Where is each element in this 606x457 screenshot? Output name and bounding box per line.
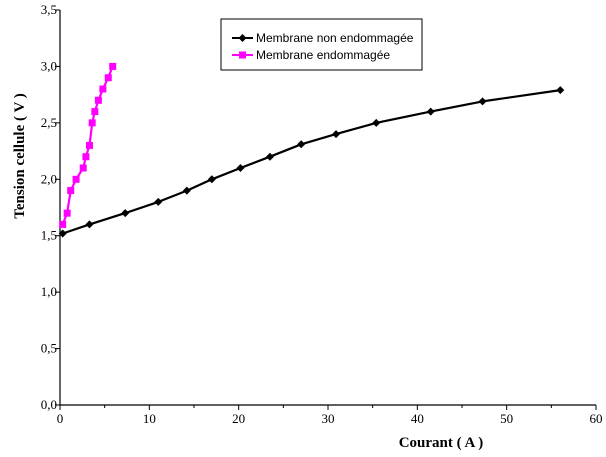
y-tick-label: 0,0 bbox=[41, 397, 57, 412]
legend-label-1: Membrane non endommagée bbox=[256, 31, 414, 45]
plot-area bbox=[60, 10, 596, 405]
data-point-square bbox=[82, 153, 90, 161]
x-ticks: 0 10 20 30 40 50 60 bbox=[57, 405, 603, 426]
data-point-square bbox=[59, 220, 67, 228]
series-line-1 bbox=[62, 89, 561, 235]
data-point-diamond bbox=[372, 118, 381, 127]
data-point-diamond bbox=[58, 229, 67, 238]
data-point-square bbox=[91, 108, 99, 116]
data-point-diamond bbox=[236, 164, 245, 172]
y-ticks: 0,0 0,5 1,0 1,5 2,0 2,5 3,0 3,5 bbox=[41, 2, 60, 412]
y-tick-label: 3,0 bbox=[41, 58, 57, 73]
y-tick-label: 2,5 bbox=[41, 115, 57, 130]
legend: Membrane non endommagée Membrane endomma… bbox=[220, 18, 423, 71]
data-point-diamond bbox=[556, 86, 565, 95]
data-point-square bbox=[85, 141, 93, 149]
x-tick-label: 60 bbox=[590, 411, 603, 426]
y-tick-label: 0,5 bbox=[41, 341, 57, 356]
data-point-diamond bbox=[265, 152, 274, 161]
data-point-square bbox=[72, 175, 80, 183]
y-axis-title: Tension cellule ( V ) bbox=[12, 93, 28, 219]
data-point-diamond bbox=[121, 209, 130, 218]
data-point-square bbox=[63, 209, 71, 217]
data-point-diamond bbox=[207, 175, 216, 184]
legend-marker-square bbox=[239, 51, 246, 59]
data-point-square bbox=[67, 187, 75, 195]
series-layer bbox=[58, 62, 565, 238]
y-tick-label: 1,0 bbox=[41, 284, 57, 299]
data-point-diamond bbox=[85, 220, 94, 229]
x-tick-label: 0 bbox=[57, 411, 64, 426]
x-axis-title: Courant ( A ) bbox=[399, 435, 484, 451]
x-tick-label: 40 bbox=[411, 411, 424, 426]
data-point-square bbox=[104, 74, 112, 82]
x-tick-label: 30 bbox=[322, 411, 335, 426]
data-point-square bbox=[109, 62, 117, 70]
data-point-square bbox=[88, 119, 96, 127]
x-tick-label: 20 bbox=[232, 411, 245, 426]
data-point-diamond bbox=[478, 97, 487, 106]
data-point-square bbox=[99, 85, 107, 93]
data-point-square bbox=[79, 164, 87, 172]
y-tick-label: 3,5 bbox=[41, 2, 57, 17]
data-point-diamond bbox=[297, 140, 306, 149]
y-tick-label: 1,5 bbox=[41, 228, 57, 243]
legend-box bbox=[220, 18, 423, 71]
x-tick-label: 50 bbox=[500, 411, 513, 426]
data-point-square bbox=[94, 96, 102, 104]
y-tick-label: 2,0 bbox=[41, 171, 57, 186]
data-point-diamond bbox=[426, 107, 435, 116]
x-tick-label: 10 bbox=[143, 411, 156, 426]
data-point-diamond bbox=[332, 130, 341, 139]
data-point-diamond bbox=[182, 186, 191, 195]
legend-label-2: Membrane endommagée bbox=[256, 48, 390, 62]
legend-marker-diamond bbox=[238, 34, 247, 42]
data-point-diamond bbox=[154, 197, 163, 206]
